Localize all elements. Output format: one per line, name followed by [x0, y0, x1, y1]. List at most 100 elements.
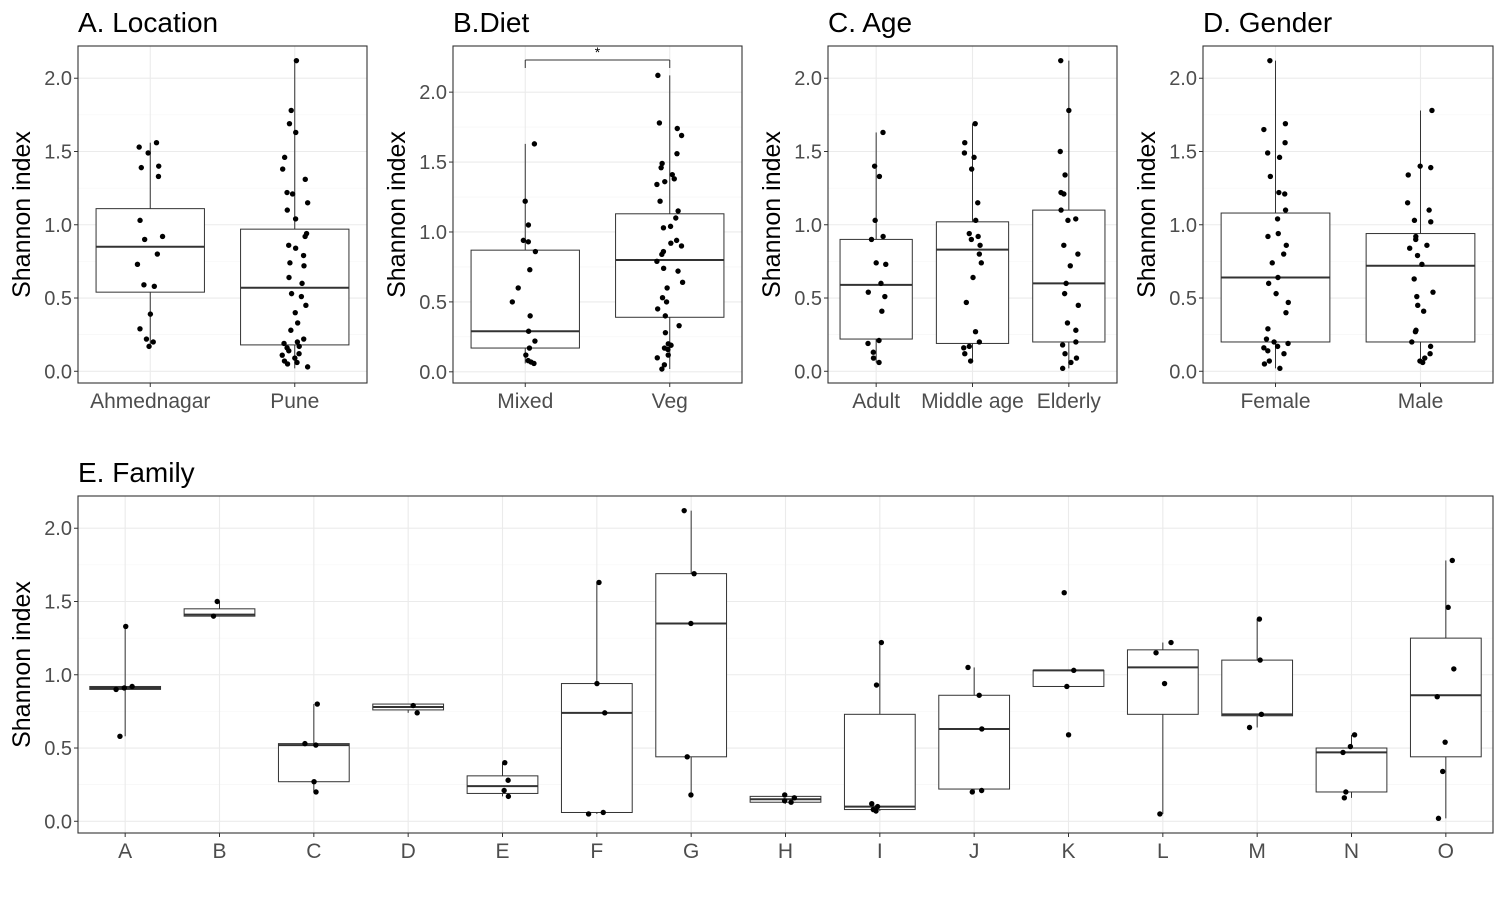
x-tick-label: N — [1344, 840, 1359, 863]
data-point — [303, 302, 309, 309]
data-point — [1445, 604, 1451, 611]
box — [1365, 233, 1476, 343]
data-point — [1283, 242, 1290, 248]
y-tick-label: 0.0 — [794, 361, 822, 383]
data-point — [1256, 616, 1263, 622]
data-point — [961, 150, 968, 156]
data-point — [1411, 217, 1418, 224]
data-point — [1153, 650, 1159, 656]
data-point — [1071, 667, 1077, 674]
data-point — [976, 339, 983, 345]
data-point — [688, 620, 694, 627]
box — [183, 608, 256, 617]
y-tick-label: 1.5 — [1169, 141, 1197, 163]
data-point — [874, 803, 881, 810]
data-point — [678, 243, 685, 249]
data-point — [659, 160, 665, 167]
y-tick-label: 0.0 — [44, 811, 72, 833]
data-point — [1426, 207, 1432, 213]
box-group-e — [466, 759, 539, 800]
data-point — [972, 329, 979, 335]
box-group-middle-age — [935, 120, 1010, 364]
data-point — [1422, 355, 1428, 361]
box-group-c — [277, 701, 350, 795]
x-tick-label: Elderly — [1037, 390, 1102, 413]
data-point — [1430, 289, 1436, 295]
data-point — [659, 295, 666, 301]
data-point — [137, 217, 143, 224]
box-group-j — [938, 664, 1011, 795]
data-point — [532, 338, 538, 344]
box — [843, 713, 916, 811]
data-point — [288, 327, 294, 333]
box-group-adult — [839, 129, 913, 366]
x-tick-label: J — [969, 840, 980, 863]
data-point — [123, 623, 129, 630]
panel-b: B.Diet Shannon index 0.0 0.5 1.0 1.5 2.0 Mixed V… — [383, 7, 743, 413]
data-point — [1064, 320, 1071, 326]
data-point — [141, 236, 148, 243]
x-tick-label: B — [212, 840, 226, 863]
data-point — [284, 189, 290, 196]
data-point — [145, 150, 151, 156]
data-point — [872, 217, 878, 224]
data-point — [654, 355, 660, 361]
data-point — [1261, 345, 1267, 351]
data-point — [525, 239, 532, 245]
data-point — [505, 777, 511, 783]
panel-a: A. Location Shannon index 0.0 0.5 1.0 1.5 2.0 A… — [8, 7, 368, 413]
y-tick-label: 1.0 — [419, 222, 447, 244]
data-point — [1439, 768, 1446, 775]
data-point — [293, 57, 300, 64]
data-point — [876, 359, 882, 366]
data-point — [788, 799, 794, 805]
data-point — [968, 236, 975, 243]
y-tick-label: 1.5 — [419, 152, 447, 174]
data-point — [1067, 263, 1073, 269]
data-point — [293, 129, 299, 136]
data-point — [1281, 350, 1287, 357]
data-point — [978, 787, 985, 794]
data-point — [1267, 57, 1273, 64]
data-point — [150, 339, 156, 345]
data-point — [679, 279, 686, 286]
data-point — [1417, 163, 1423, 169]
x-tick-label: Mixed — [497, 390, 553, 413]
data-point — [1264, 150, 1271, 156]
y-tick-label: 0.5 — [44, 288, 72, 310]
box — [615, 213, 725, 318]
data-point — [1405, 172, 1411, 178]
data-point — [301, 336, 307, 342]
data-point — [301, 263, 307, 269]
data-point — [1276, 189, 1282, 196]
data-point — [667, 223, 674, 230]
data-point — [676, 322, 682, 329]
panel-title: D. Gender — [1203, 7, 1332, 38]
data-point — [654, 306, 661, 312]
box-group-m — [1221, 616, 1294, 731]
data-point — [1282, 120, 1289, 127]
data-point — [296, 350, 302, 357]
data-point — [281, 340, 287, 347]
data-point — [1427, 350, 1433, 357]
data-point — [1414, 252, 1421, 259]
data-point — [304, 364, 311, 370]
box-group-k — [1032, 590, 1105, 738]
data-point — [299, 280, 305, 287]
data-point — [1058, 57, 1064, 64]
box — [839, 238, 913, 340]
data-point — [966, 343, 972, 350]
y-tick-label: 1.0 — [794, 215, 822, 237]
y-tick-label: 1.5 — [44, 141, 72, 163]
data-point — [214, 598, 220, 605]
y-tick-label: 0.5 — [1169, 288, 1197, 310]
data-point — [660, 225, 667, 231]
data-point — [1073, 355, 1080, 361]
data-point — [962, 140, 968, 146]
box — [1409, 637, 1482, 758]
data-point — [1435, 815, 1442, 822]
box-group-l — [1126, 639, 1199, 817]
data-point — [1283, 309, 1289, 316]
data-point — [151, 283, 158, 289]
data-point — [313, 742, 319, 748]
